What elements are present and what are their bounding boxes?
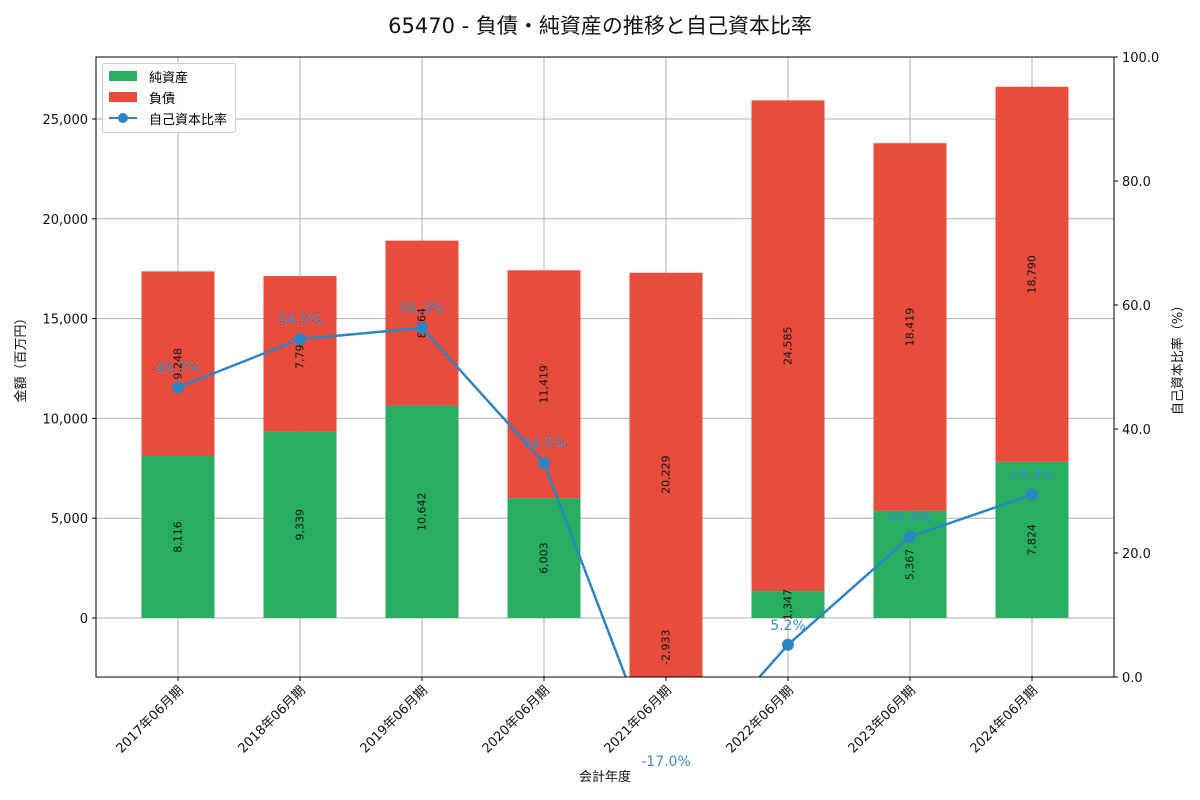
svg-text:29.4%: 29.4% [1010,468,1054,484]
svg-text:2017年06月期: 2017年06月期 [114,683,187,756]
svg-text:56.3%: 56.3% [400,301,444,317]
svg-text:11,419: 11,419 [538,365,551,404]
svg-text:15,000: 15,000 [43,313,89,328]
svg-text:1,347: 1,347 [782,589,795,621]
legend-label: 負債 [149,91,176,107]
legend-label: 純資産 [149,70,189,86]
liabilities-bar [995,86,1069,462]
equity-ratio-line [172,321,1038,677]
svg-text:5,000: 5,000 [51,512,88,527]
svg-text:60.0: 60.0 [1122,299,1151,314]
net-assets-bar [141,456,215,618]
svg-text:20.0: 20.0 [1122,547,1151,562]
svg-text:80.0: 80.0 [1122,175,1151,190]
svg-text:20,000: 20,000 [43,213,89,228]
svg-text:100.0: 100.0 [1122,51,1159,66]
svg-text:22.6%: 22.6% [888,510,932,526]
svg-text:2023年06月期: 2023年06月期 [846,683,919,756]
svg-text:0: 0 [80,612,88,627]
ratio-marker [904,530,916,543]
svg-text:25,000: 25,000 [43,113,89,128]
svg-text:20,229: 20,229 [660,455,673,494]
svg-text:46.7%: 46.7% [156,360,200,376]
svg-text:会計年度: 会計年度 [579,769,631,785]
svg-text:18,790: 18,790 [1026,255,1039,294]
liabilities-bar [629,272,703,677]
net-assets-bar [995,461,1069,618]
liabilities-swatch [109,92,137,102]
svg-text:34.5%: 34.5% [522,436,566,452]
svg-text:2020年06月期: 2020年06月期 [480,683,553,756]
svg-text:2019年06月期: 2019年06月期 [358,683,431,756]
svg-text:54.5%: 54.5% [278,312,322,328]
ratio-marker [294,333,306,346]
line-marker-icon [109,113,137,123]
legend: 純資産 負債 自己資本比率 [102,63,236,133]
ratio-marker [172,381,184,394]
svg-text:自己資本比率（%）: 自己資本比率（%） [1170,299,1186,415]
grid-lines [96,57,1114,677]
svg-text:-2,933: -2,933 [660,630,673,665]
svg-text:金額（百万円）: 金額（百万円） [13,311,29,402]
net-assets-bar [507,498,581,618]
liabilities-bar [873,143,947,511]
svg-text:5.2%: 5.2% [770,618,806,634]
net-assets-bar [263,431,337,618]
bar-value-labels: 8,116 9,339 10,642 6,003 -2,933 1,347 5,367 7,8… [172,255,1039,665]
bars [141,86,1069,677]
svg-text:9,339: 9,339 [294,509,307,541]
legend-item-net-assets: 純資産 [109,67,189,86]
svg-text:2018年06月期: 2018年06月期 [236,683,309,756]
ratio-marker [782,638,794,651]
svg-text:2022年06月期: 2022年06月期 [724,683,797,756]
svg-text:2024年06月期: 2024年06月期 [968,683,1041,756]
svg-text:0.0: 0.0 [1122,671,1143,686]
svg-text:5,367: 5,367 [904,549,917,581]
svg-text:18,419: 18,419 [904,308,917,347]
svg-text:40.0: 40.0 [1122,423,1151,438]
ratio-marker [538,457,550,470]
net-assets-swatch [109,71,137,81]
net-assets-bar [385,405,459,618]
svg-text:-17.0%: -17.0% [641,754,691,770]
svg-text:7,824: 7,824 [1026,524,1039,556]
liabilities-bar [751,100,825,592]
svg-text:10,642: 10,642 [416,493,429,532]
legend-item-liabilities: 負債 [109,88,176,107]
svg-text:9,248: 9,248 [172,348,185,380]
liabilities-bar [141,271,215,457]
liabilities-bar [263,276,337,432]
svg-text:8,116: 8,116 [172,521,185,553]
ratio-marker [416,321,428,334]
svg-text:6,003: 6,003 [538,542,551,574]
legend-label: 自己資本比率 [149,112,228,128]
svg-text:24,585: 24,585 [782,327,795,366]
legend-item-equity-ratio: 自己資本比率 [109,109,228,128]
svg-text:2021年06月期: 2021年06月期 [602,683,675,756]
svg-text:10,000: 10,000 [43,412,89,427]
ratio-marker [1026,488,1038,501]
chart-title: 65470 - 負債・純資産の推移と自己資本比率 [388,14,812,38]
net-assets-bar [751,591,825,618]
svg-text:7,79?: 7,79? [294,339,307,369]
